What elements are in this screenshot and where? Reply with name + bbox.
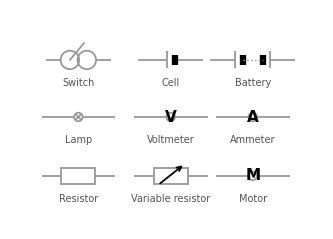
Text: Motor: Motor [239, 194, 267, 204]
Text: Cell: Cell [162, 78, 180, 88]
Text: Variable resistor: Variable resistor [131, 194, 210, 204]
Bar [61, 168, 95, 184]
Text: Lamp: Lamp [65, 136, 92, 145]
Text: Switch: Switch [62, 78, 95, 88]
Text: V: V [165, 109, 176, 125]
Text: Resistor: Resistor [59, 194, 98, 204]
Bar [154, 168, 187, 184]
Text: Battery: Battery [234, 78, 271, 88]
Text: Ammeter: Ammeter [230, 136, 275, 145]
Text: A: A [247, 109, 259, 125]
Text: M: M [245, 168, 260, 183]
Text: Voltmeter: Voltmeter [147, 136, 194, 145]
